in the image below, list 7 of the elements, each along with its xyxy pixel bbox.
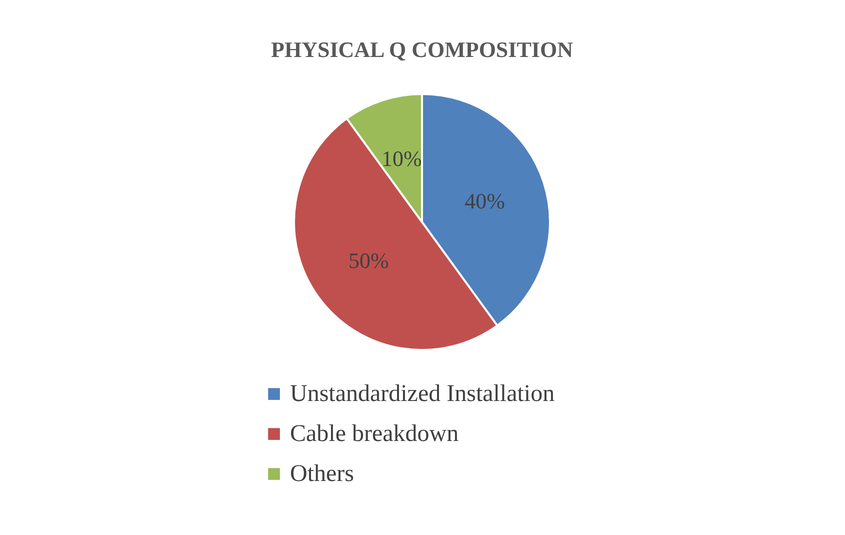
data-label: 40% xyxy=(464,188,505,214)
chart-title: PHYSICAL Q COMPOSITION xyxy=(271,37,574,62)
data-label: 50% xyxy=(348,248,389,273)
legend-label: Unstandardized Installation xyxy=(290,381,555,407)
legend-label: Cable breakdown xyxy=(290,421,459,447)
data-label: 10% xyxy=(381,146,422,172)
legend-label: Others xyxy=(290,461,354,487)
